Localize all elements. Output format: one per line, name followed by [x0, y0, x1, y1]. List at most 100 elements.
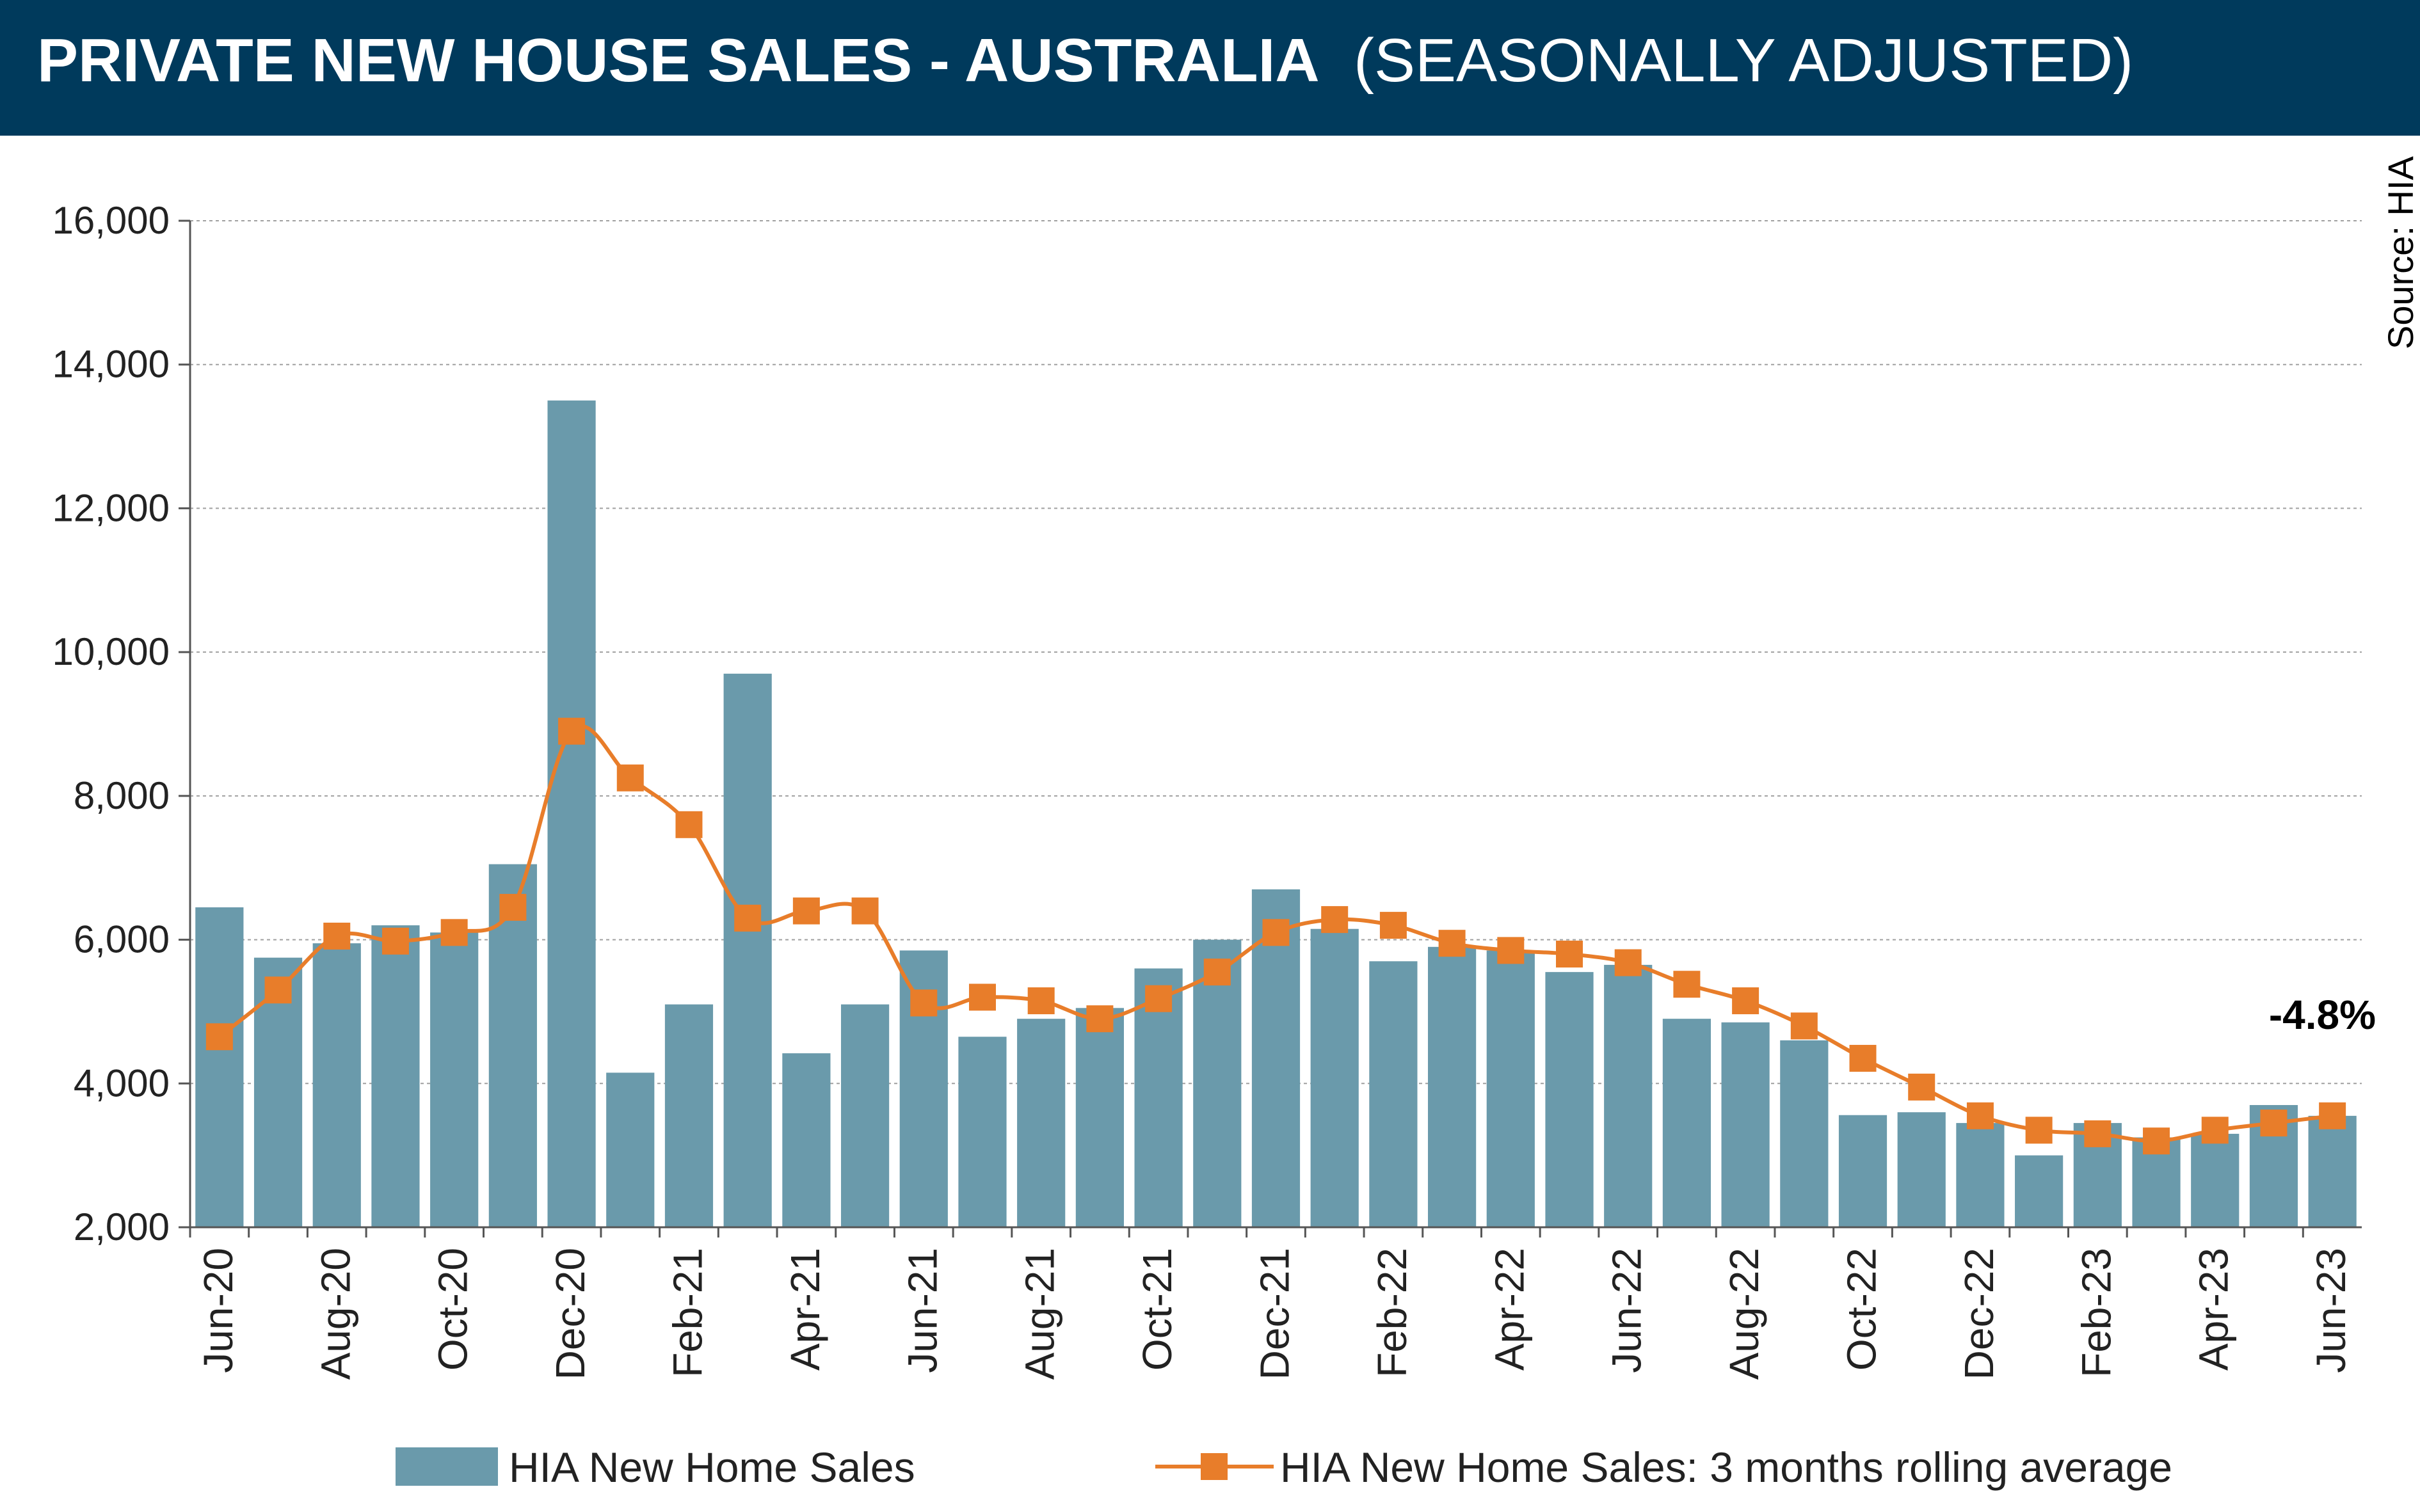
line-marker-May-21 [851, 897, 879, 925]
line-marker-Apr-23 [2201, 1117, 2229, 1144]
line-marker-Jun-22 [1614, 949, 1642, 976]
line-marker-Oct-21 [1145, 985, 1173, 1012]
x-tick-label: Jun-20 [195, 1248, 241, 1373]
bar-Dec-20 [547, 400, 596, 1228]
y-tick-label: 16,000 [52, 199, 170, 242]
legend: HIA New Home Sales HIA New Home Sales: 3 … [396, 1444, 2172, 1491]
line-marker-Nov-22 [1908, 1073, 1935, 1101]
rolling-average-line [205, 717, 2346, 1155]
annotation-label: -4.8% [2269, 992, 2376, 1038]
x-tick-label: Apr-22 [1486, 1248, 1532, 1371]
line-marker-Aug-20 [323, 922, 351, 950]
x-tick-label: Jun-22 [1604, 1248, 1650, 1373]
x-tick-label: Oct-21 [1134, 1248, 1180, 1371]
bar-Apr-22 [1486, 950, 1535, 1227]
bar-Feb-21 [664, 1004, 714, 1227]
line-marker-May-22 [1556, 941, 1583, 968]
bar-Nov-21 [1193, 939, 1242, 1227]
line-marker-Jun-21 [910, 989, 938, 1017]
legend-bar-swatch [396, 1447, 498, 1486]
x-tick-label: Jun-23 [2308, 1248, 2354, 1373]
x-tick-label: Jun-21 [899, 1248, 945, 1373]
y-tick-label: 12,000 [52, 486, 170, 529]
bar-Jul-21 [958, 1037, 1007, 1227]
bar-Jun-23 [2308, 1115, 2357, 1227]
bar-Aug-21 [1017, 1019, 1066, 1227]
line-marker-Mar-23 [2143, 1127, 2170, 1155]
line-marker-Oct-22 [1849, 1044, 1877, 1072]
line-marker-Jan-21 [616, 764, 644, 792]
bar-Aug-22 [1721, 1022, 1770, 1227]
line-marker-Jan-23 [2025, 1117, 2053, 1144]
chart-title-main: PRIVATE NEW HOUSE SALES - AUSTRALIA [37, 26, 1320, 95]
y-tick-label: 14,000 [52, 343, 170, 386]
line-marker-Dec-21 [1262, 919, 1290, 946]
bar-Jul-22 [1662, 1019, 1711, 1227]
chart-title-sub: (SEASONALLY ADJUSTED) [1353, 26, 2134, 95]
bar-Apr-21 [782, 1053, 831, 1227]
bars [195, 400, 2357, 1228]
bar-Sep-21 [1075, 1008, 1124, 1227]
line-marker-Nov-21 [1203, 959, 1231, 986]
bar-Apr-23 [2191, 1133, 2240, 1227]
chart-title: PRIVATE NEW HOUSE SALES - AUSTRALIA (SEA… [37, 26, 2133, 96]
line-marker-Mar-22 [1438, 930, 1466, 957]
line-marker-Sep-20 [381, 927, 409, 955]
line-marker-May-23 [2260, 1110, 2288, 1137]
bar-Nov-22 [1897, 1112, 1946, 1227]
line-marker-Aug-21 [1027, 987, 1055, 1015]
bar-Feb-22 [1369, 961, 1418, 1227]
y-tick-label: 6,000 [74, 918, 170, 961]
bar-Jan-22 [1310, 928, 1359, 1227]
bar-Oct-22 [1838, 1115, 1887, 1227]
line-marker-Apr-22 [1497, 937, 1525, 964]
x-tick-label: Apr-23 [2191, 1248, 2237, 1371]
bar-Dec-22 [1956, 1123, 2005, 1227]
bar-Aug-20 [312, 943, 361, 1227]
x-tick-label: Dec-20 [547, 1248, 593, 1380]
bar-Jan-21 [606, 1072, 655, 1227]
x-tick-label: Aug-21 [1017, 1248, 1063, 1380]
x-axis-ticks: Jun-20 Aug-20 Oct-20 Dec-20 Feb-21 Apr-21 Jun-… [189, 1227, 2354, 1380]
line-marker-Sep-21 [1086, 1005, 1114, 1033]
line-marker-Dec-20 [558, 717, 586, 745]
bar-May-21 [840, 1004, 890, 1227]
x-tick-label: Feb-23 [2073, 1248, 2119, 1378]
bar-Oct-20 [430, 932, 479, 1227]
y-tick-label: 10,000 [52, 630, 170, 673]
line-marker-Jul-20 [264, 976, 292, 1004]
bar-Sep-20 [371, 925, 420, 1227]
bar-Sep-22 [1780, 1040, 1829, 1227]
line-marker-Jun-23 [2319, 1102, 2346, 1129]
x-tick-label: Oct-20 [430, 1248, 476, 1371]
line-marker-Feb-23 [2084, 1120, 2111, 1147]
line-marker-Jul-22 [1673, 971, 1701, 998]
bar-Jun-20 [195, 907, 244, 1227]
legend-line-label: HIA New Home Sales: 3 months rolling ave… [1280, 1444, 2172, 1491]
x-tick-label: Apr-21 [782, 1248, 828, 1371]
line-marker-Oct-20 [440, 919, 468, 946]
line-marker-Jun-20 [205, 1023, 233, 1051]
line-marker-Sep-22 [1790, 1012, 1818, 1040]
legend-line-marker [1201, 1453, 1228, 1480]
line-marker-Apr-21 [792, 897, 820, 925]
x-tick-label: Feb-22 [1369, 1248, 1415, 1378]
y-tick-label: 2,000 [74, 1206, 170, 1248]
y-axis-ticks: 2,000 4,000 6,000 8,000 10,000 12,000 14,000 16… [52, 199, 190, 1248]
bar-May-22 [1545, 972, 1594, 1227]
line-marker-Dec-22 [1966, 1102, 1994, 1129]
title-bar [0, 0, 2420, 136]
y-tick-label: 4,000 [74, 1062, 170, 1104]
bar-Jan-23 [2015, 1155, 2063, 1227]
line-marker-Nov-20 [499, 894, 527, 921]
line-marker-Feb-22 [1379, 912, 1407, 939]
x-tick-label: Dec-21 [1252, 1248, 1298, 1380]
x-tick-label: Aug-20 [312, 1248, 358, 1380]
y-tick-label: 8,000 [74, 774, 170, 817]
chart: 2,000 4,000 6,000 8,000 10,000 12,000 14,000 16… [52, 199, 2376, 1491]
axes [189, 221, 2362, 1229]
bar-Mar-21 [723, 673, 772, 1227]
line-marker-Aug-22 [1732, 987, 1759, 1015]
bar-Mar-22 [1428, 946, 1477, 1227]
bar-Jun-22 [1604, 964, 1653, 1227]
